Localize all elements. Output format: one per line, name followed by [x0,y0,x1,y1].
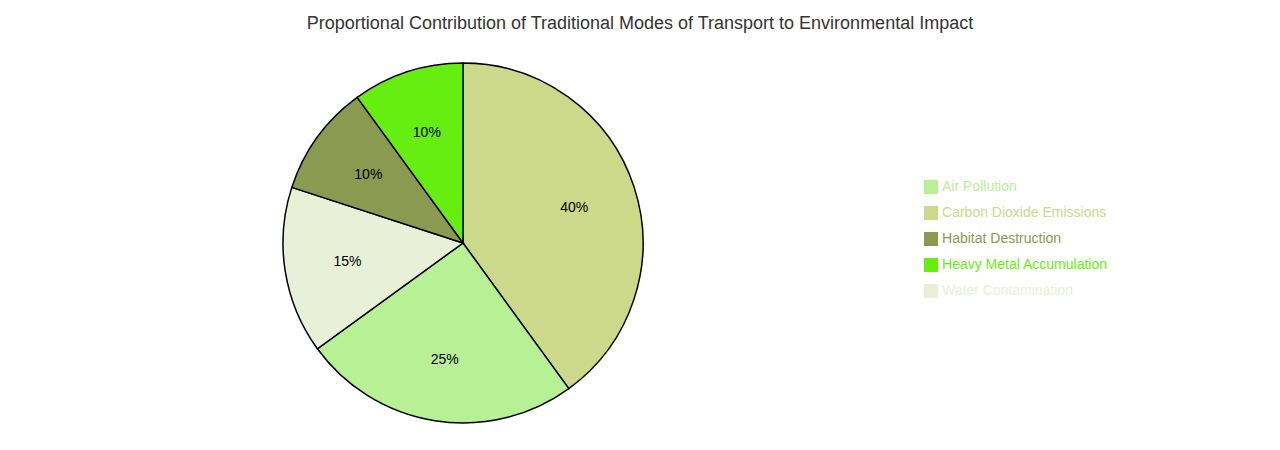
svg-text:40%: 40% [560,199,588,215]
svg-text:15%: 15% [333,253,361,269]
html-text:Proportional Contribution of T: Proportional Contribution of Traditional… [306,13,974,33]
svg-text:10%: 10% [354,166,382,182]
html-text:Water Contamination: Water Contamination [942,282,1073,298]
html-text:Heavy Metal Accumulation: Heavy Metal Accumulation [942,256,1107,272]
svg-text:25%: 25% [431,351,459,367]
html-text:Habitat Destruction: Habitat Destruction [942,230,1062,246]
html-text:Air Pollution: Air Pollution [942,178,1017,194]
html-text:Carbon Dioxide Emissions: Carbon Dioxide Emissions [942,204,1107,220]
svg-text:10%: 10% [413,124,441,140]
